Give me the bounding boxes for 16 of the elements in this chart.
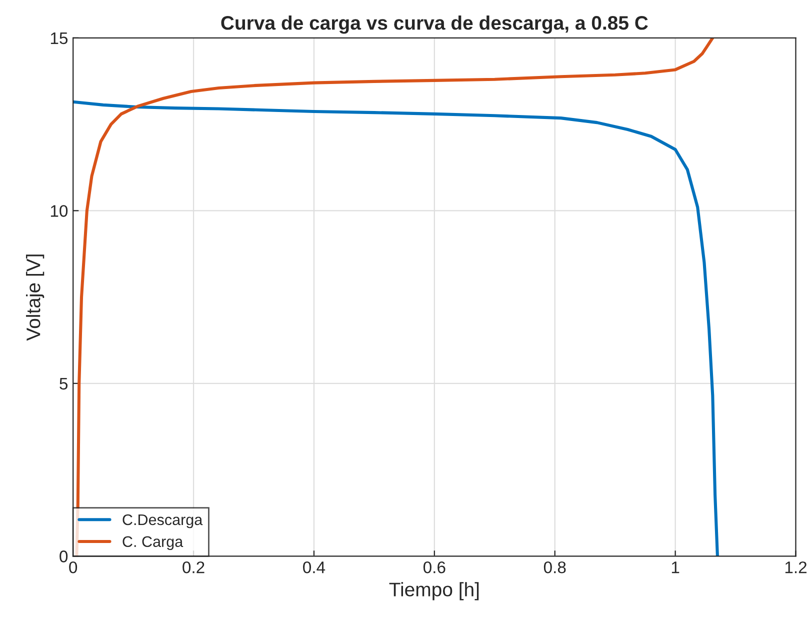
x-tick-label: 0.6 (423, 561, 446, 574)
legend-label: C. Carga (122, 536, 184, 550)
x-tick-label: 0.2 (182, 561, 204, 574)
x-axis-title: Tiempo [h] (389, 582, 479, 600)
legend-label: C.Descarga (122, 514, 203, 528)
x-tick-label: 1 (672, 562, 680, 574)
chart-title: Curva de carga vs curva de descarga, a 0.85 C (221, 15, 648, 34)
y-tick-label: 5 (60, 378, 68, 390)
x-tick-label: 1.2 (785, 561, 807, 574)
y-tick-label: 0 (60, 550, 68, 562)
y-tick-label: 15 (50, 32, 68, 44)
x-tick-label: 0.8 (544, 561, 566, 574)
y-tick-label: 10 (50, 205, 68, 217)
y-axis-title: Voltaje [V] (26, 254, 44, 341)
x-tick-label: 0 (69, 561, 78, 574)
x-tick-label: 0.4 (303, 561, 326, 574)
